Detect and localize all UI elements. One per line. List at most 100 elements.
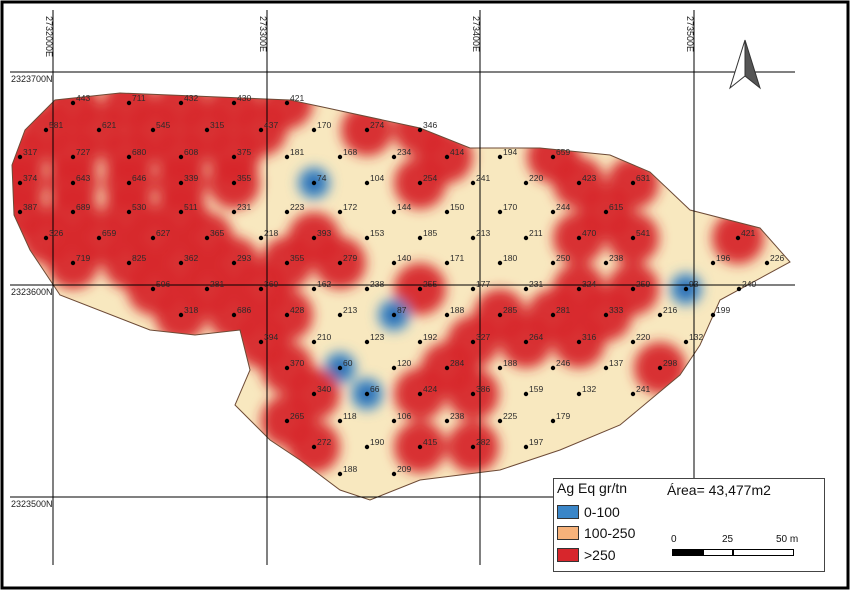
sample-value-label: 621 [102, 120, 116, 130]
sample-value-label: 327 [476, 332, 490, 342]
sample-value-label: 689 [76, 202, 90, 212]
sample-point [417, 391, 423, 397]
sample-value-label: 250 [556, 253, 570, 263]
sample-point [337, 365, 343, 371]
sample-value-label: 430 [237, 93, 251, 103]
sample-point [630, 286, 636, 292]
sample-value-label: 365 [210, 228, 224, 238]
sample-value-label: 153 [370, 228, 384, 238]
sample-point [657, 312, 663, 318]
sample-value-label: 387 [23, 202, 37, 212]
scale-bar [672, 549, 794, 556]
legend-item-mid: 100-250 [557, 525, 635, 541]
sample-point [603, 365, 609, 371]
sample-point [231, 312, 237, 318]
sample-point [337, 260, 343, 266]
sample-value-label: 192 [423, 332, 437, 342]
sample-value-label: 282 [476, 437, 490, 447]
sample-value-label: 421 [741, 228, 755, 238]
sample-value-label: 231 [529, 279, 543, 289]
sample-point [683, 339, 689, 345]
sample-point [364, 180, 370, 186]
sample-point [550, 260, 556, 266]
sample-value-label: 659 [102, 228, 116, 238]
sample-value-label: 719 [76, 253, 90, 263]
sample-value-label: 386 [476, 384, 490, 394]
sample-point [70, 154, 76, 160]
sample-value-label: 265 [290, 411, 304, 421]
sample-value-label: 259 [636, 279, 650, 289]
sample-value-label: 393 [317, 228, 331, 238]
sample-point [258, 339, 264, 345]
legend-swatch-mid [557, 526, 579, 540]
sample-point [364, 444, 370, 450]
sample-point [96, 235, 102, 241]
sample-point [576, 235, 582, 241]
sample-point [550, 154, 556, 160]
sample-point [497, 418, 503, 424]
sample-value-label: 241 [636, 384, 650, 394]
sample-point [17, 209, 23, 215]
sample-point [603, 260, 609, 266]
sample-value-label: 254 [423, 173, 437, 183]
sample-point [150, 235, 156, 241]
sample-value-label: 132 [582, 384, 596, 394]
sample-value-label: 177 [476, 279, 490, 289]
sample-value-label: 355 [290, 253, 304, 263]
sample-value-label: 93 [689, 279, 699, 289]
sample-point [258, 127, 264, 133]
sample-point [337, 209, 343, 215]
sample-value-label: 150 [450, 202, 464, 212]
sample-point [43, 127, 49, 133]
legend: Ag Eq gr/tn 0-100 100-250 >250 Área= 43,… [553, 478, 825, 572]
sample-point [391, 209, 397, 215]
sample-point [70, 100, 76, 106]
sample-value-label: 727 [76, 147, 90, 157]
sample-point [417, 127, 423, 133]
legend-label-high: >250 [584, 547, 616, 563]
sample-value-label: 346 [423, 120, 437, 130]
sample-point [337, 312, 343, 318]
sample-value-label: 615 [609, 202, 623, 212]
sample-value-label: 421 [290, 93, 304, 103]
sample-value-label: 318 [184, 305, 198, 315]
sample-point [497, 154, 503, 160]
sample-point [470, 444, 476, 450]
sample-value-label: 315 [210, 120, 224, 130]
sample-point [444, 365, 450, 371]
sample-value-label: 220 [529, 173, 543, 183]
sample-point [204, 235, 210, 241]
sample-value-label: 370 [290, 358, 304, 368]
sample-value-label: 225 [503, 411, 517, 421]
sample-point [497, 209, 503, 215]
sample-point [523, 391, 529, 397]
sample-value-label: 627 [156, 228, 170, 238]
sample-value-label: 285 [503, 305, 517, 315]
sample-value-label: 506 [156, 279, 170, 289]
sample-point [231, 100, 237, 106]
sample-value-label: 196 [716, 253, 730, 263]
legend-label-low: 0-100 [584, 504, 620, 520]
sample-value-label: 333 [609, 305, 623, 315]
sample-value-label: 340 [317, 384, 331, 394]
sample-point [417, 180, 423, 186]
sample-point [204, 286, 210, 292]
legend-swatch-high [557, 548, 579, 562]
sample-point [710, 312, 716, 318]
sample-value-label: 274 [370, 120, 384, 130]
sample-point [364, 235, 370, 241]
sample-value-label: 437 [264, 120, 278, 130]
sample-point [576, 339, 582, 345]
sample-point [523, 286, 529, 292]
sample-value-label: 179 [556, 411, 570, 421]
grid-label-y3: 2323500N [11, 499, 53, 509]
sample-value-label: 608 [184, 147, 198, 157]
sample-point [178, 312, 184, 318]
sample-point [17, 154, 23, 160]
interpolation-zone [12, 93, 790, 500]
sample-value-label: 140 [397, 253, 411, 263]
sample-value-label: 238 [370, 279, 384, 289]
sample-value-label: 216 [663, 305, 677, 315]
sample-point [391, 418, 397, 424]
